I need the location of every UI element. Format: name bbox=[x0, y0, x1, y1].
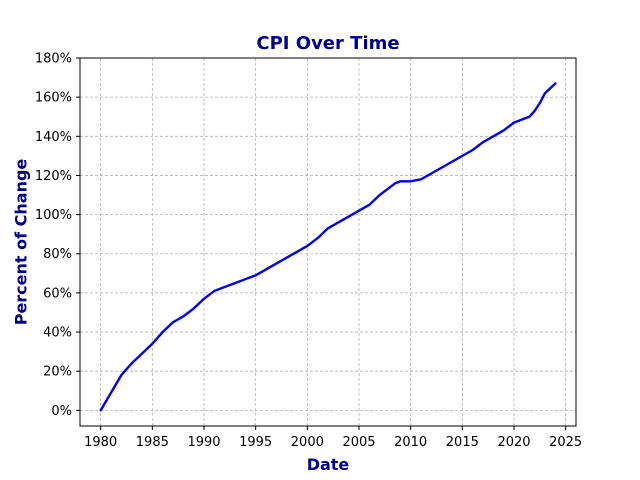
y-tick-label: 120% bbox=[35, 169, 72, 184]
grid bbox=[80, 57, 576, 426]
chart-title: CPI Over Time bbox=[256, 33, 399, 54]
x-tick-label: 2025 bbox=[549, 435, 582, 450]
x-tick-label: 1980 bbox=[84, 435, 117, 450]
y-tick-label: 20% bbox=[43, 365, 72, 380]
series-layer bbox=[99, 82, 557, 412]
y-tick-label: 160% bbox=[35, 91, 72, 106]
y-tick-label: 140% bbox=[35, 130, 72, 145]
y-axis-ticks: 0% 20% 40% 60% 80% 100% 120% 140% 160% 180% bbox=[35, 52, 80, 419]
y-tick-label: 80% bbox=[43, 247, 72, 262]
x-tick-label: 2010 bbox=[394, 435, 427, 450]
x-tick-label: 2005 bbox=[342, 435, 375, 450]
y-tick-label: 0% bbox=[51, 404, 72, 419]
cpi-series-line bbox=[99, 82, 557, 412]
x-tick-label: 1985 bbox=[136, 435, 169, 450]
y-tick-label: 100% bbox=[35, 208, 72, 223]
y-tick-label: 180% bbox=[35, 52, 72, 67]
x-axis-label: Date bbox=[307, 455, 350, 474]
y-tick-label: 40% bbox=[43, 326, 72, 341]
x-tick-label: 2020 bbox=[497, 435, 530, 450]
y-tick-label: 60% bbox=[43, 286, 72, 301]
x-tick-label: 1995 bbox=[239, 435, 272, 450]
x-tick-label: 2000 bbox=[291, 435, 324, 450]
x-axis-ticks: 1980 1985 1990 1995 2000 2005 2010 2015 2020 2025 bbox=[84, 426, 582, 450]
x-tick-label: 1990 bbox=[187, 435, 220, 450]
y-axis-label: Percent of Change bbox=[12, 159, 31, 326]
x-tick-label: 2015 bbox=[446, 435, 479, 450]
plot-area-frame bbox=[79, 57, 577, 427]
